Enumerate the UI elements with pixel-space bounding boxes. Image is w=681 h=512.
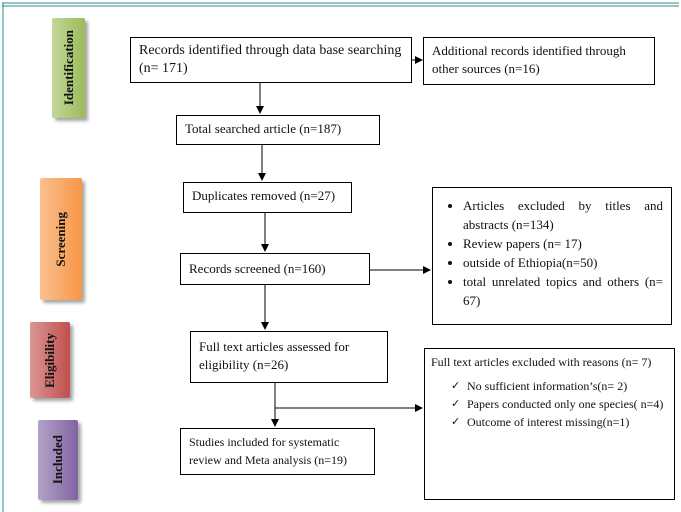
stage-label: Identification [52,18,85,118]
box: Articles excluded by titles and abstract… [432,187,672,325]
box: Additional records identified through ot… [423,37,655,85]
box-text: Additional records identified through ot… [432,43,626,76]
list-item: Articles excluded by titles and abstract… [463,196,663,234]
box-text: Records identified through data base sea… [139,43,402,76]
stage-label: Included [38,420,78,500]
list-item: Review papers (n= 17) [463,234,663,253]
list-item: No sufficient information’s(n= 2) [451,377,668,395]
box-title: Full text articles excluded with reasons… [431,355,652,369]
stage-text: Identification [60,30,76,106]
stage-text: Eligibility [42,332,57,388]
list-item: total unrelated topics and others (n= 67… [463,272,663,310]
box-text: Studies included for systematic review a… [189,435,348,467]
box-text: Records screened (n=160) [189,261,326,276]
box: Full text articles excluded with reasons… [424,348,675,500]
stage-text: Screening [53,211,68,267]
box-text: Full text articles assessed for eligibil… [199,339,350,372]
stage-label: Screening [40,178,82,300]
list-item: Outcome of interest missing(n=1) [451,413,668,431]
box: Duplicates removed (n=27) [183,182,352,213]
box-text: Duplicates removed (n=27) [192,188,336,203]
box: Studies included for systematic review a… [180,428,375,475]
box-text: Total searched article (n=187) [185,121,342,136]
box: Total searched article (n=187) [176,115,380,145]
list: No sufficient information’s(n= 2) Papers… [431,377,668,431]
list-item: outside of Ethiopia(n=50) [463,253,663,272]
box: Records identified through data base sea… [130,37,412,83]
list: Articles excluded by titles and abstract… [437,196,663,310]
box: Records screened (n=160) [180,253,370,285]
stage-text: Included [50,435,65,485]
stage-label: Eligibility [30,322,70,398]
box: Full text articles assessed for eligibil… [190,331,388,383]
list-item: Papers conducted only one species( n=4) [451,395,668,413]
